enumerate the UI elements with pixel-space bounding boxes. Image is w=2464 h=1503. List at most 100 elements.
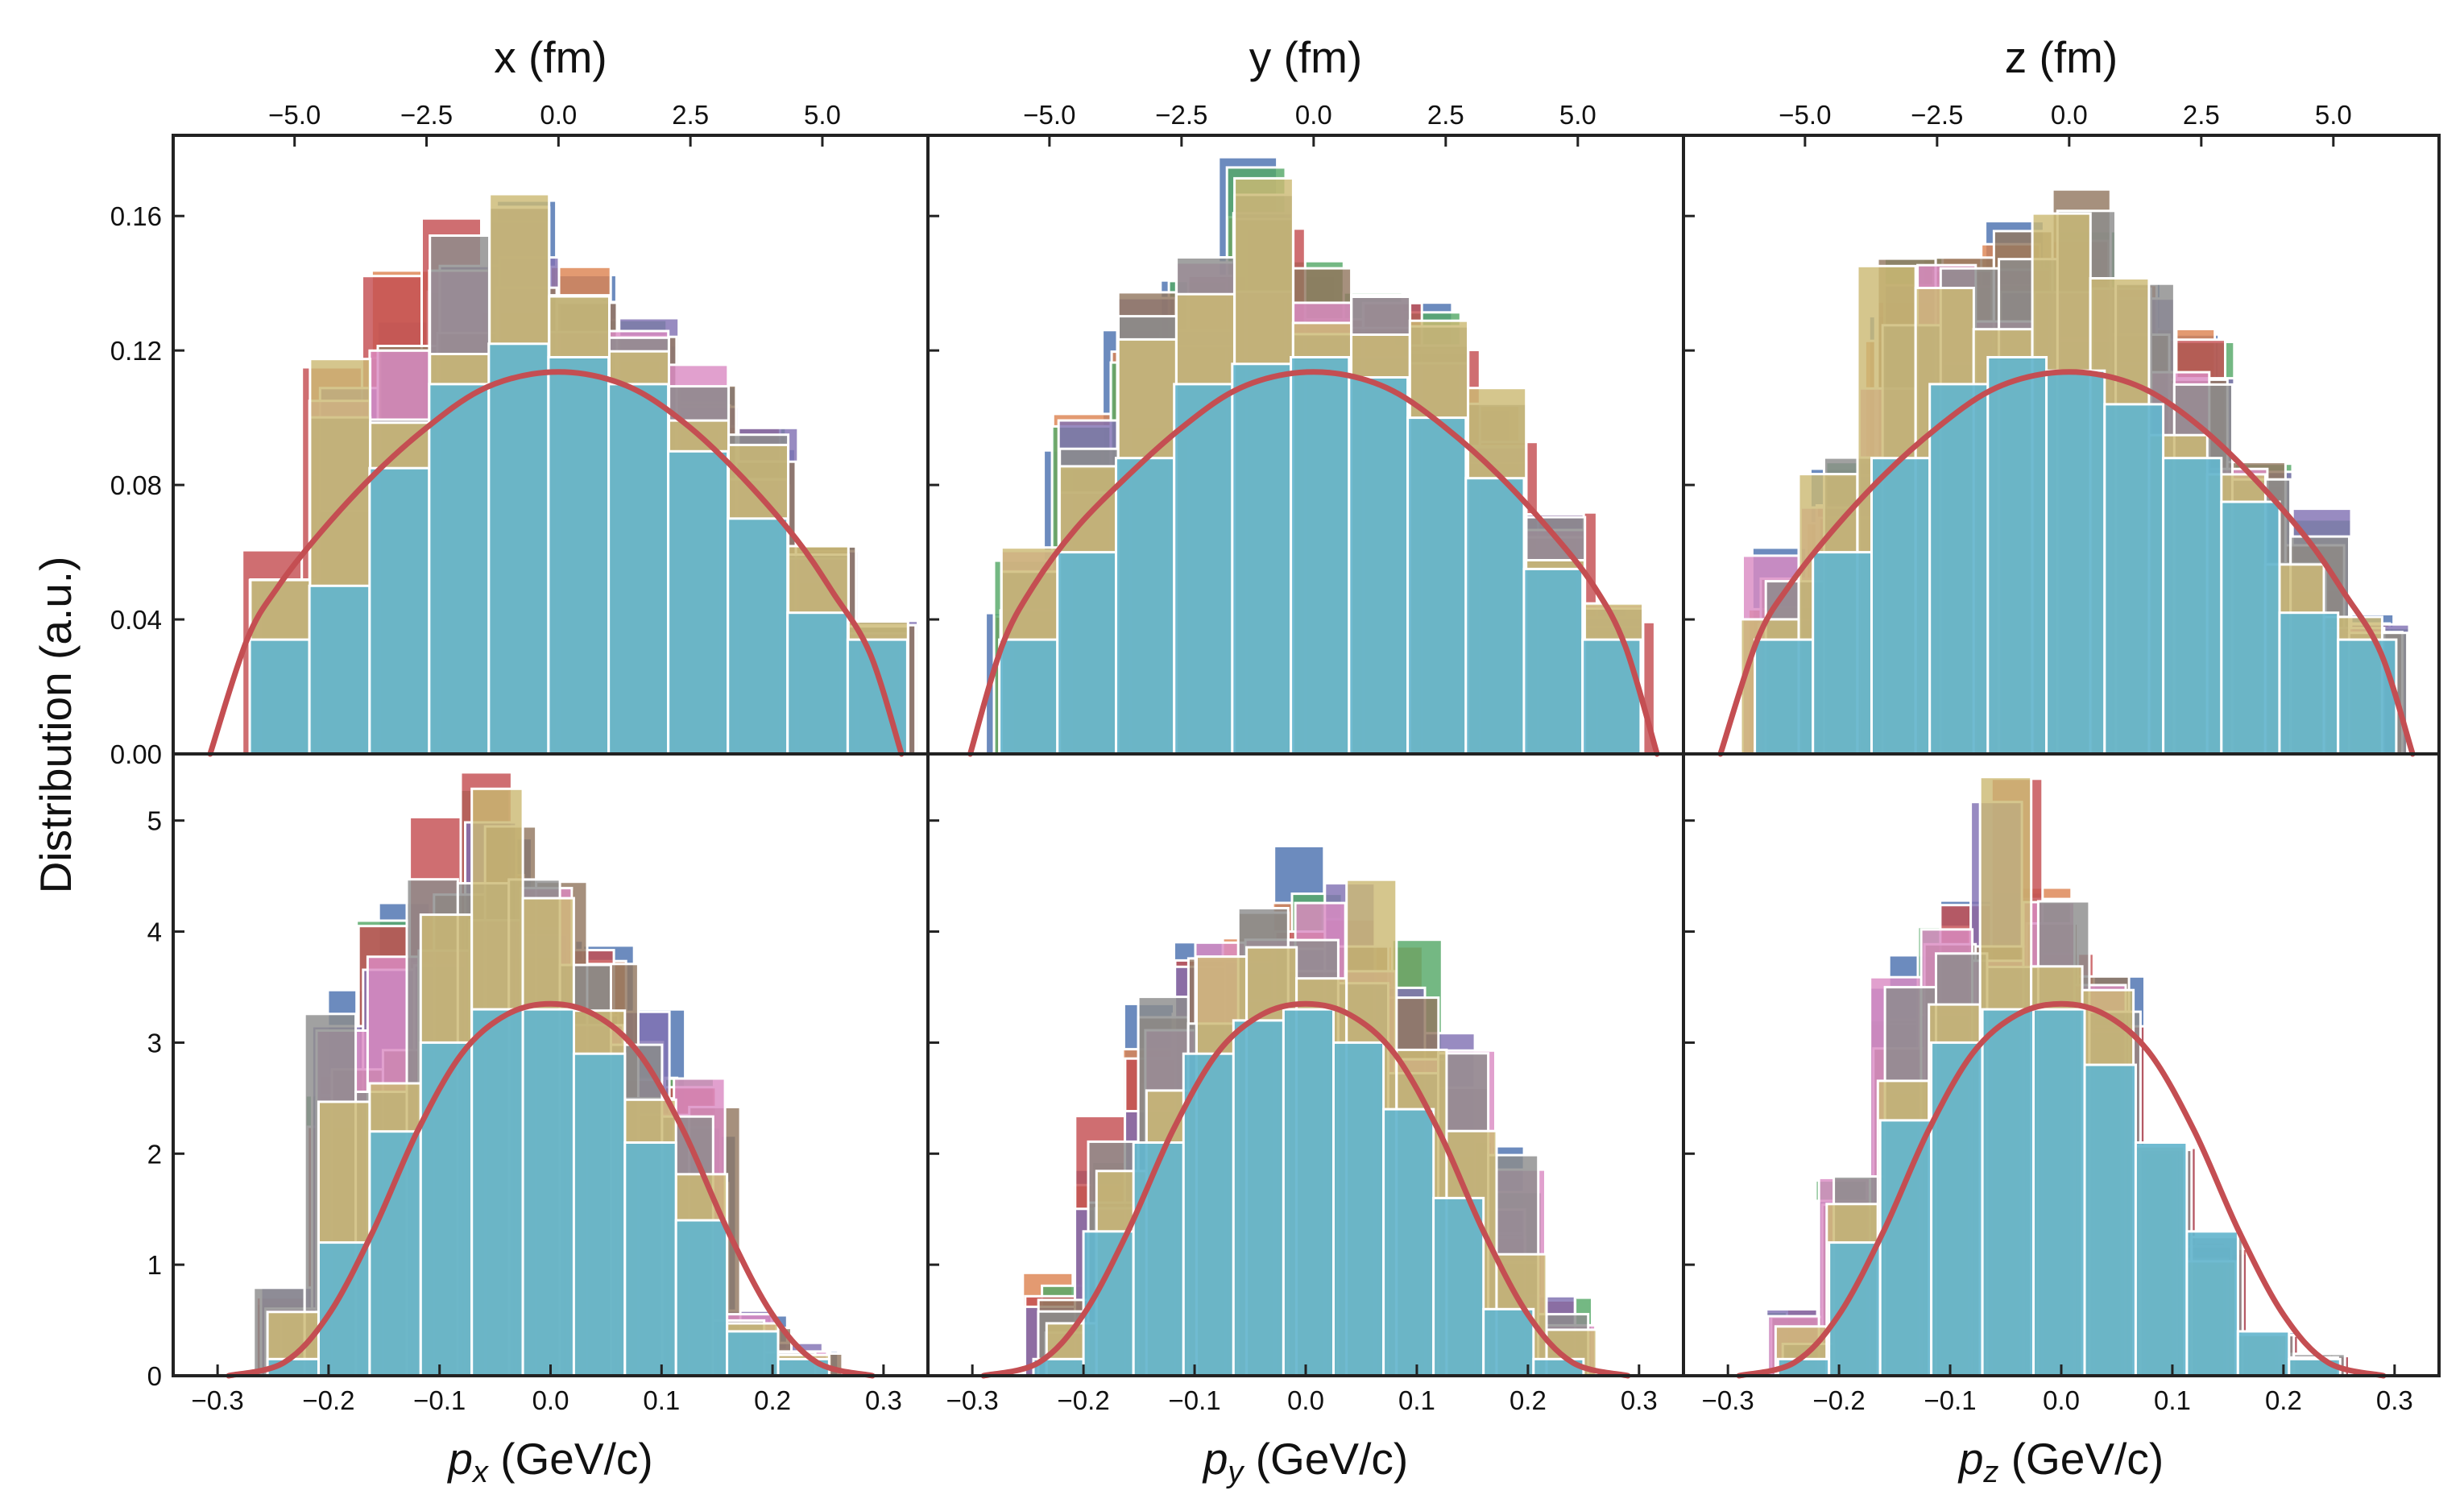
- histogram-bar: [2045, 369, 2106, 756]
- y-tick-label: 0.04: [110, 605, 162, 635]
- histogram-bar: [368, 466, 431, 756]
- histogram-bar: [607, 383, 670, 756]
- histogram-bar: [2162, 457, 2223, 756]
- x-tick-label: −2.5: [1911, 100, 1963, 130]
- histogram-bar: [1930, 1041, 1984, 1377]
- x-tick-label: 0.1: [643, 1385, 680, 1415]
- histogram-bar: [1522, 567, 1584, 756]
- histogram-bar: [998, 638, 1059, 756]
- x-axis-title-unit: (GeV/c): [1243, 1434, 1408, 1484]
- panels-grid: −5.0 −2.5 0.0 2.5 5.00.000.040.080.120.16x (…: [110, 32, 2441, 1489]
- x-tick-label: 2.5: [1427, 100, 1464, 130]
- y-tick-label: 0.00: [110, 739, 162, 769]
- x-tick-label: 0.0: [2043, 1385, 2080, 1415]
- density-curve: [1736, 1000, 2387, 1379]
- panel-title: x (fm): [494, 32, 607, 82]
- histogram-bar: [428, 383, 491, 756]
- histogram-bar: [308, 584, 371, 756]
- x-tick-label: −5.0: [268, 100, 321, 130]
- panel-title: z (fm): [2005, 32, 2118, 82]
- x-tick-label: 0.1: [1398, 1385, 1435, 1415]
- x-axis-title: py (GeV/c): [1202, 1434, 1408, 1489]
- histogram-bar: [2220, 500, 2281, 756]
- x-tick-label: −5.0: [1023, 100, 1075, 130]
- x-axis-title-subscript: z: [1982, 1455, 1998, 1489]
- x-tick-label: 0.3: [865, 1385, 902, 1415]
- histogram-bar: [1828, 1241, 1882, 1377]
- y-tick-label: 0.12: [110, 336, 162, 366]
- panel-momentum-x: −0.3 −0.2 −0.1 0.0 0.1 0.2 0.3 0 1 2 3 4 5 px (GeV/c): [147, 752, 930, 1489]
- x-axis-title-unit: (GeV/c): [1998, 1434, 2164, 1484]
- x-tick-label: −0.3: [192, 1385, 244, 1415]
- histogram-bar: [1290, 356, 1351, 756]
- y-tick-label: 1: [147, 1250, 162, 1280]
- histogram-bar: [2134, 1141, 2189, 1377]
- density-curve: [980, 1000, 1631, 1379]
- y-tick-label: 0.16: [110, 201, 162, 231]
- x-tick-label: 0.2: [2265, 1385, 2302, 1415]
- x-tick-label: 0.0: [1287, 1385, 1324, 1415]
- histogram-bar: [1348, 376, 1410, 756]
- x-tick-label: −0.1: [413, 1385, 466, 1415]
- x-tick-label: 0.3: [2376, 1385, 2413, 1415]
- histogram-bar: [2278, 611, 2340, 756]
- histogram-bar: [1482, 1307, 1535, 1377]
- histogram-bar: [1754, 638, 1815, 756]
- x-axis-title-symbol: p: [1957, 1434, 1984, 1484]
- y-tick-label: 5: [147, 806, 162, 836]
- x-axis-title-subscript: y: [1225, 1455, 1244, 1489]
- x-tick-label: −2.5: [400, 100, 453, 130]
- histogram-bar: [1182, 1052, 1235, 1377]
- histogram-bar: [1232, 1019, 1285, 1377]
- histogram-bar: [1464, 477, 1526, 756]
- x-tick-label: −2.5: [1155, 100, 1207, 130]
- x-tick-label: 2.5: [2183, 100, 2220, 130]
- histogram-bar: [547, 356, 611, 756]
- histogram-bar: [470, 1008, 524, 1377]
- y-tick-label: 3: [147, 1028, 162, 1058]
- histogram-bar: [726, 1330, 780, 1377]
- histogram-bar: [674, 1219, 729, 1377]
- x-tick-label: 0.3: [1621, 1385, 1658, 1415]
- x-tick-label: −0.2: [1813, 1385, 1866, 1415]
- histogram-bar: [2083, 1063, 2137, 1377]
- x-tick-label: −5.0: [1779, 100, 1831, 130]
- panel-position-y: −5.0 −2.5 0.0 2.5 5.0 y (fm): [926, 32, 1685, 757]
- histogram-bar: [1432, 1196, 1485, 1377]
- x-axis-title-symbol: p: [446, 1434, 473, 1484]
- panel-momentum-z: −0.3 −0.2 −0.1 0.0 0.1 0.2 0.3 pz (GeV/c): [1682, 752, 2441, 1489]
- x-tick-label: −0.1: [1924, 1385, 1976, 1415]
- x-tick-label: 0.2: [1509, 1385, 1547, 1415]
- y-tick-label: 4: [147, 917, 162, 947]
- x-tick-label: 0.0: [1295, 100, 1332, 130]
- histogram-bar: [1878, 1119, 1933, 1377]
- histogram-bar: [487, 342, 550, 756]
- panel-position-z: −5.0 −2.5 0.0 2.5 5.0 z (fm): [1682, 32, 2441, 757]
- panel-momentum-y: −0.3 −0.2 −0.1 0.0 0.1 0.2 0.3 py (GeV/c): [926, 752, 1685, 1489]
- x-tick-label: −0.1: [1168, 1385, 1220, 1415]
- density-curve: [967, 369, 1660, 757]
- histogram-bar: [727, 517, 789, 756]
- x-tick-label: 0.0: [540, 100, 577, 130]
- histogram-bar: [667, 449, 730, 756]
- x-tick-label: 5.0: [2315, 100, 2352, 130]
- panel-position-x: −5.0 −2.5 0.0 2.5 5.0 0.00 0.04 0.08 0.12 0.16 x (…: [110, 32, 930, 769]
- histogram-bar: [1231, 362, 1293, 756]
- x-axis-title: px (GeV/c): [446, 1434, 652, 1489]
- histogram-bar: [2032, 1008, 2086, 1377]
- histogram-bar: [1132, 1141, 1185, 1377]
- x-axis-title-symbol: p: [1202, 1434, 1228, 1484]
- histogram-bar: [2103, 403, 2165, 756]
- x-tick-label: 5.0: [804, 100, 841, 130]
- histogram-bar: [1382, 1108, 1435, 1377]
- histogram-bar: [368, 1130, 422, 1377]
- histogram-bar: [1282, 1008, 1336, 1377]
- x-tick-label: 0.1: [2154, 1385, 2191, 1415]
- x-axis-title-subscript: x: [471, 1455, 490, 1489]
- x-axis-title: pz (GeV/c): [1957, 1434, 2164, 1489]
- histogram-bar: [1870, 457, 1932, 756]
- density-curve: [207, 369, 905, 757]
- histogram-bar: [1173, 383, 1234, 756]
- density-curve: [1717, 369, 2416, 757]
- x-tick-label: 2.5: [672, 100, 709, 130]
